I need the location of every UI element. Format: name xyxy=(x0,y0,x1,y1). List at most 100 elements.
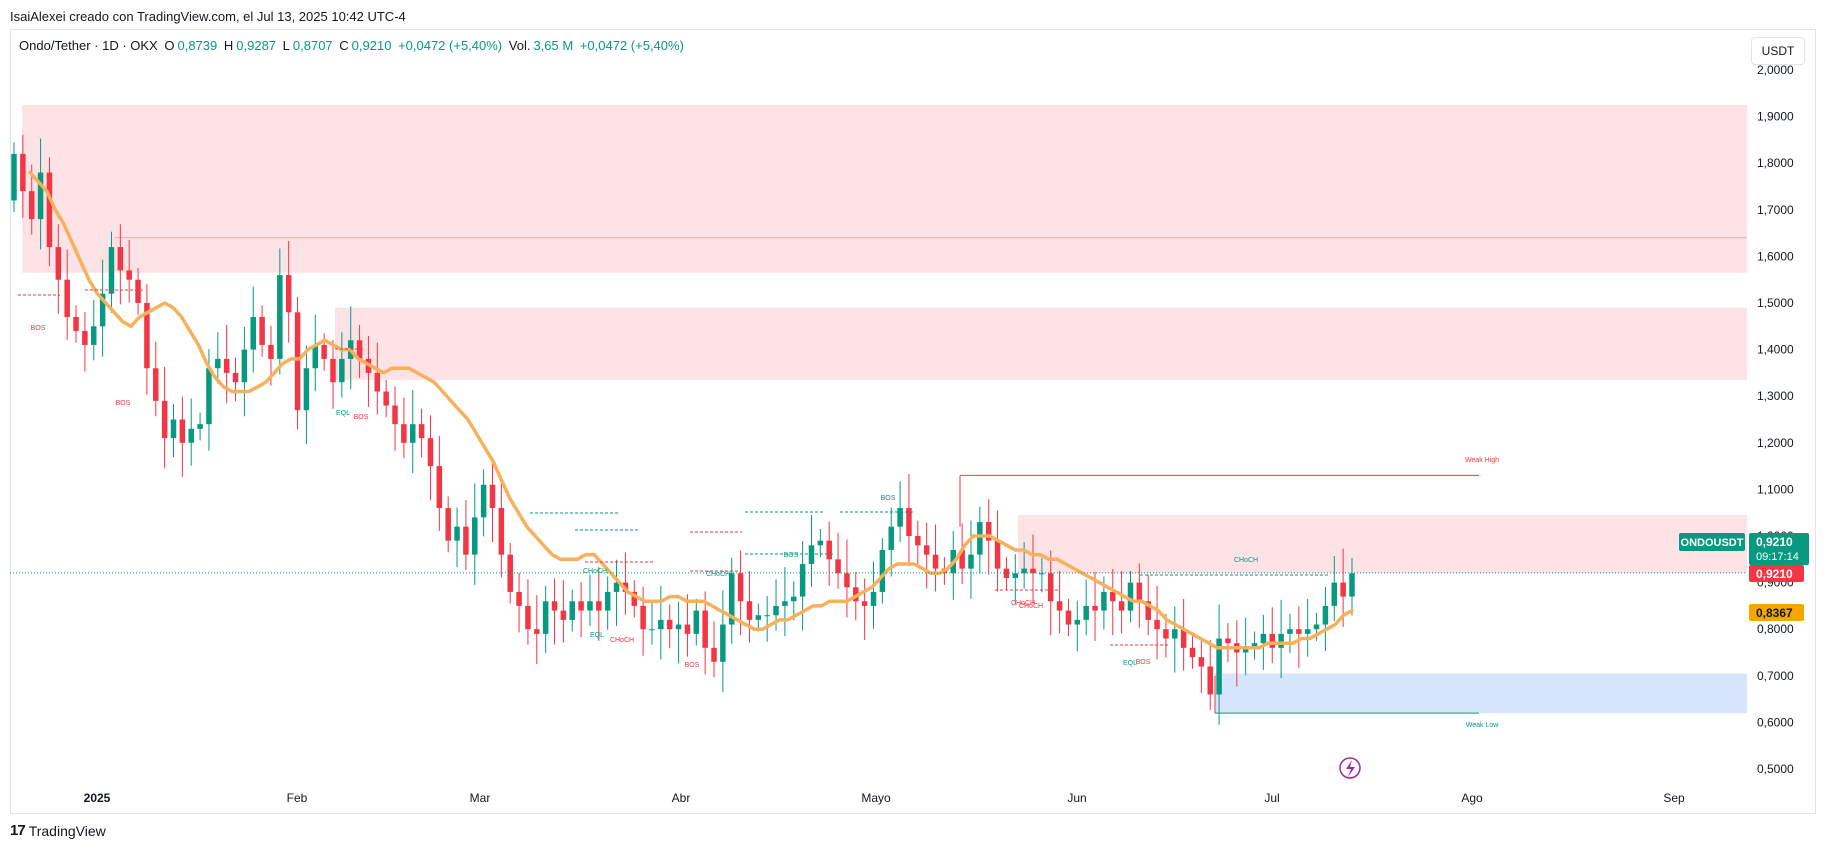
close-tag-bg xyxy=(1749,565,1804,582)
candle-body xyxy=(330,358,336,383)
candle-body xyxy=(489,484,496,509)
candle-body xyxy=(463,526,469,555)
candle-body xyxy=(1039,573,1045,575)
supply-zone xyxy=(335,307,1747,380)
candle-body xyxy=(392,405,398,425)
last-price-tag-bg xyxy=(1749,533,1809,565)
candle-body xyxy=(99,293,106,327)
y-tick-label: 1,9000 xyxy=(1757,110,1794,124)
candle-body xyxy=(1012,573,1019,578)
structure-annotation: EQL xyxy=(590,632,604,639)
candle-body xyxy=(498,508,505,555)
candle-body xyxy=(1322,605,1329,625)
candle-body xyxy=(658,619,664,630)
structure-annotation: BOS xyxy=(31,325,46,332)
candle-body xyxy=(223,358,230,373)
candle-body xyxy=(666,619,673,630)
x-tick-label: 2025 xyxy=(84,791,111,805)
structure-annotation: EQL xyxy=(1123,660,1137,667)
candle-body xyxy=(1331,582,1338,606)
candle-body xyxy=(1145,601,1151,620)
y-tick-label: 2,0000 xyxy=(1757,63,1794,77)
candle-body xyxy=(268,344,274,359)
structure-annotation: CHoCH xyxy=(706,571,730,578)
candle-body xyxy=(1056,601,1063,611)
countdown-tag: 09:17:14 xyxy=(1756,551,1799,563)
y-tick-label: 1,1000 xyxy=(1757,482,1794,496)
candle-body xyxy=(764,615,770,617)
candle-body xyxy=(241,349,248,383)
candle-body xyxy=(170,419,177,439)
candle-body xyxy=(1118,601,1125,611)
candle-body xyxy=(1092,605,1098,611)
demand-zone xyxy=(1215,673,1747,714)
candle-body xyxy=(985,522,992,541)
candle-body xyxy=(312,344,319,369)
lightning-icon xyxy=(1346,760,1355,777)
currency-button[interactable]: USDT xyxy=(1751,37,1805,65)
candle-body xyxy=(737,573,744,602)
legend-high-label: H xyxy=(223,38,234,53)
candle-body xyxy=(516,591,522,606)
structure-annotation: BOS xyxy=(784,552,799,559)
ma-tag-bg xyxy=(1749,604,1804,621)
candle-body xyxy=(1021,568,1027,574)
candle-body xyxy=(968,554,974,569)
candle-body xyxy=(454,526,460,541)
candle-body xyxy=(773,605,779,616)
candle-body xyxy=(161,400,168,439)
candle-body xyxy=(959,549,965,569)
author-line: IsaiAlexei creado con TradingView.com, e… xyxy=(10,9,406,24)
candle-body xyxy=(232,372,239,383)
y-tick-label: 1,6000 xyxy=(1757,249,1794,263)
candle-body xyxy=(436,466,443,509)
legend-open-value: 0,8739 xyxy=(177,38,218,53)
candle-body xyxy=(977,522,983,555)
candle-body xyxy=(746,601,753,620)
candle-body xyxy=(259,316,265,345)
candle-body xyxy=(1287,629,1293,634)
candle-body xyxy=(20,153,26,192)
candle-body xyxy=(401,424,407,443)
candle-body xyxy=(551,601,558,611)
candle-body xyxy=(91,326,97,345)
candle-body xyxy=(675,624,682,630)
candle-body xyxy=(1260,633,1267,644)
structure-annotation: BOS xyxy=(354,414,369,421)
candle-body xyxy=(525,605,531,630)
ma-value-tag: 0,8367 xyxy=(1756,606,1793,620)
footer-brand[interactable]: 17 TradingView xyxy=(10,822,106,839)
candle-body xyxy=(1030,568,1036,574)
legend-low-value: 0,8707 xyxy=(292,38,333,53)
legend-close-value: 0,9210 xyxy=(351,38,392,53)
chart-frame[interactable] xyxy=(10,29,1816,814)
candle-body xyxy=(534,629,540,634)
supply-zone xyxy=(22,104,1747,273)
candle-body xyxy=(153,368,159,401)
structure-annotation: CHoCH xyxy=(1234,557,1258,564)
candle-body xyxy=(1251,643,1258,648)
candle-body xyxy=(55,247,62,280)
candle-body xyxy=(826,540,832,560)
structure-annotation: BOS xyxy=(1136,659,1151,666)
legend-close-label: C xyxy=(339,38,349,53)
candle-body xyxy=(906,508,912,536)
candle-body xyxy=(285,275,292,313)
tradingview-logo-icon: 17 xyxy=(10,822,26,839)
candle-body xyxy=(879,549,886,592)
candle-body xyxy=(1304,629,1311,634)
candle-body xyxy=(135,279,141,303)
candle-body xyxy=(197,424,203,429)
candle-body xyxy=(1154,619,1160,630)
y-tick-label: 1,8000 xyxy=(1757,156,1794,170)
legend-symbol[interactable]: Ondo/Tether · 1D · OKX xyxy=(19,38,158,53)
candle-body xyxy=(728,573,735,625)
structure-annotation: Weak Low xyxy=(1466,722,1499,729)
supply-zone xyxy=(1018,515,1747,574)
candle-body xyxy=(1127,582,1134,611)
y-tick-label: 0,6000 xyxy=(1757,715,1794,729)
candle-body xyxy=(1340,582,1346,597)
candle-body xyxy=(37,172,44,220)
candle-body xyxy=(1172,629,1178,639)
